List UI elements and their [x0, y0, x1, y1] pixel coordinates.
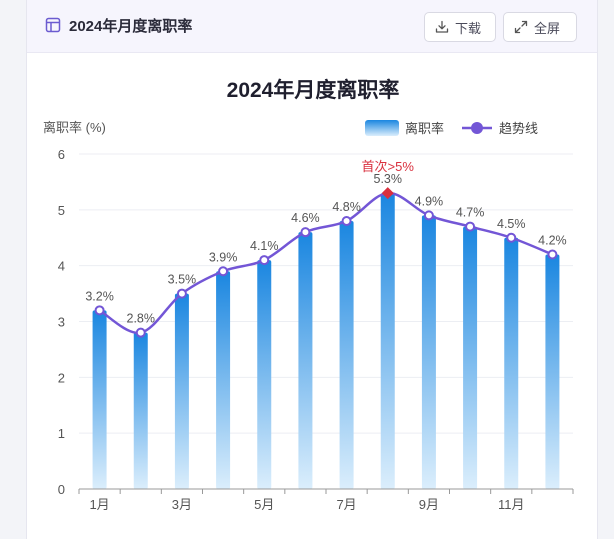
trend-point[interactable] — [135, 327, 146, 338]
layout-panel-icon — [45, 17, 61, 33]
y-tick-label: 6 — [58, 147, 65, 162]
download-icon — [435, 20, 449, 33]
x-tick-label: 7月 — [336, 497, 356, 512]
trend-point[interactable] — [423, 210, 434, 221]
y-axis-label: 离职率 (%) — [43, 120, 106, 135]
legend-line-label[interactable]: 趋势线 — [499, 121, 538, 136]
bar[interactable] — [463, 226, 478, 490]
trend-point[interactable] — [506, 232, 517, 243]
chart-card: 2024年月度离职率 下载 全屏 2024年月度离职率 离职率 (%) — [26, 0, 598, 539]
bar-value-label: 4.5% — [497, 217, 526, 231]
bar[interactable] — [133, 332, 148, 489]
bar[interactable] — [421, 215, 436, 489]
trend-line[interactable] — [98, 191, 553, 334]
trend-point[interactable] — [341, 216, 352, 226]
bar-value-label: 4.1% — [250, 239, 279, 253]
legend-bar-label[interactable]: 离职率 — [405, 121, 444, 136]
annotation-label: 首次>5% — [362, 159, 415, 174]
x-tick-label: 1月 — [89, 497, 109, 512]
download-button[interactable]: 下载 — [424, 12, 496, 42]
bar-value-label: 5.3% — [374, 172, 403, 186]
y-axis-ticks: 0 1 2 3 4 5 6 — [58, 147, 65, 497]
bar[interactable] — [298, 232, 313, 489]
bar[interactable] — [92, 310, 107, 489]
grid-lines — [79, 153, 573, 434]
y-tick-label: 1 — [58, 426, 65, 441]
trend-point[interactable] — [218, 266, 229, 277]
x-tick-label: 3月 — [172, 497, 192, 512]
bar[interactable] — [174, 293, 189, 489]
fullscreen-label: 全屏 — [534, 20, 561, 36]
trend-point[interactable] — [465, 221, 476, 232]
chart-svg: 2024年月度离职率 离职率 (%) 离职率 趋势线 0 1 2 3 4 5 6 3.2% 2… — [43, 78, 574, 512]
y-tick-label: 4 — [58, 259, 65, 274]
x-tick-label: 9月 — [419, 497, 439, 512]
data-labels: 3.2% 2.8% 3.5% 3.9% 4.1% 4.6% 4.8% 5.3% 4.9% 4.7%… — [85, 172, 566, 326]
bar-value-label: 3.9% — [209, 250, 238, 264]
x-tick-label: 11月 — [498, 497, 525, 512]
bar[interactable] — [216, 271, 231, 489]
y-tick-label: 5 — [58, 203, 65, 218]
x-axis-ticks: 1月 3月 5月 7月 9月 11月 — [78, 488, 574, 512]
bar-value-label: 4.2% — [538, 234, 567, 248]
card-title: 2024年月度离职率 — [69, 18, 193, 35]
bar-value-label: 4.6% — [291, 211, 320, 225]
bar[interactable] — [380, 193, 395, 490]
bar[interactable] — [339, 221, 354, 489]
bars — [92, 193, 560, 490]
trend-point[interactable] — [176, 288, 187, 299]
fullscreen-button[interactable]: 全屏 — [503, 12, 577, 42]
bar[interactable] — [504, 237, 519, 489]
annotation-marker[interactable] — [381, 187, 394, 200]
y-tick-label: 0 — [58, 482, 65, 497]
bar-value-label: 4.8% — [332, 200, 361, 214]
bar[interactable] — [545, 254, 560, 490]
trend-point[interactable] — [547, 249, 558, 260]
expand-icon — [514, 20, 528, 34]
chart-title: 2024年月度离职率 — [227, 78, 400, 102]
bar[interactable] — [257, 260, 272, 489]
bar-value-label: 4.9% — [415, 194, 444, 208]
trend-point[interactable] — [300, 227, 311, 238]
x-tick-label: 5月 — [254, 497, 274, 512]
legend: 离职率 趋势线 — [365, 120, 538, 136]
bar-value-label: 3.2% — [85, 289, 114, 303]
annotation-layer: 首次>5% — [362, 159, 415, 200]
trend-point[interactable] — [94, 305, 105, 316]
bar-value-label: 4.7% — [456, 206, 485, 220]
bar-value-label: 3.5% — [168, 273, 197, 287]
legend-bar-swatch[interactable] — [365, 120, 399, 136]
y-tick-label: 3 — [58, 315, 65, 330]
trend-line-layer — [94, 191, 558, 338]
card-header: 2024年月度离职率 下载 全屏 — [27, 0, 597, 53]
y-tick-label: 2 — [58, 370, 65, 385]
download-label: 下载 — [455, 20, 482, 36]
trend-point[interactable] — [259, 255, 270, 266]
bar-value-label: 2.8% — [127, 312, 156, 326]
legend-line-marker — [471, 122, 483, 134]
